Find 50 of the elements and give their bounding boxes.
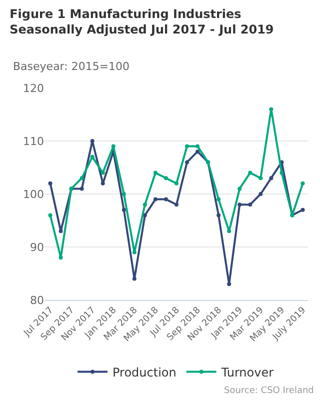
point: [48, 213, 52, 218]
point: [142, 202, 147, 207]
point: [111, 144, 116, 148]
point: [269, 176, 274, 180]
point: [153, 170, 158, 175]
point: [238, 202, 242, 207]
point: [174, 202, 178, 207]
y-tick-label: 110: [23, 134, 44, 148]
y-tick-label: 120: [23, 82, 44, 95]
point: [153, 197, 158, 202]
source-note: Source: CSO Ireland: [224, 386, 314, 396]
chart-subtitle: Baseyear: 2015=100: [13, 60, 130, 73]
point: [58, 256, 63, 260]
point: [227, 282, 232, 286]
point: [58, 229, 63, 234]
point: [227, 229, 232, 234]
legend-label: Production: [112, 365, 176, 380]
point: [122, 208, 126, 212]
point: [48, 181, 52, 186]
legend-label: Turnover: [220, 365, 274, 380]
y-tick-label: 100: [23, 188, 44, 201]
point: [248, 202, 252, 207]
point: [90, 154, 94, 159]
point: [100, 181, 105, 186]
point: [216, 213, 221, 218]
y-tick-label: 90: [30, 240, 44, 254]
point: [196, 150, 200, 154]
point: [80, 176, 84, 180]
point: [248, 170, 252, 175]
point: [216, 197, 221, 202]
chart-title: Figure 1 Manufacturing Industries Seasonally Adjusted Jul 2017 - Jul 2019: [10, 7, 274, 37]
point: [132, 250, 136, 254]
point: [185, 160, 190, 164]
point: [185, 144, 190, 148]
point: [269, 107, 274, 112]
point: [300, 208, 305, 212]
point: [280, 170, 284, 175]
point: [238, 186, 242, 191]
point: [164, 197, 168, 202]
point: [164, 176, 168, 180]
point: [258, 192, 263, 196]
point: [90, 139, 94, 143]
point: [258, 176, 263, 180]
y-tick-label: 80: [30, 294, 44, 307]
point: [132, 276, 136, 281]
point: [174, 181, 178, 186]
point: [122, 192, 126, 196]
point: [196, 144, 200, 148]
point: [300, 181, 305, 186]
point: [80, 186, 84, 191]
